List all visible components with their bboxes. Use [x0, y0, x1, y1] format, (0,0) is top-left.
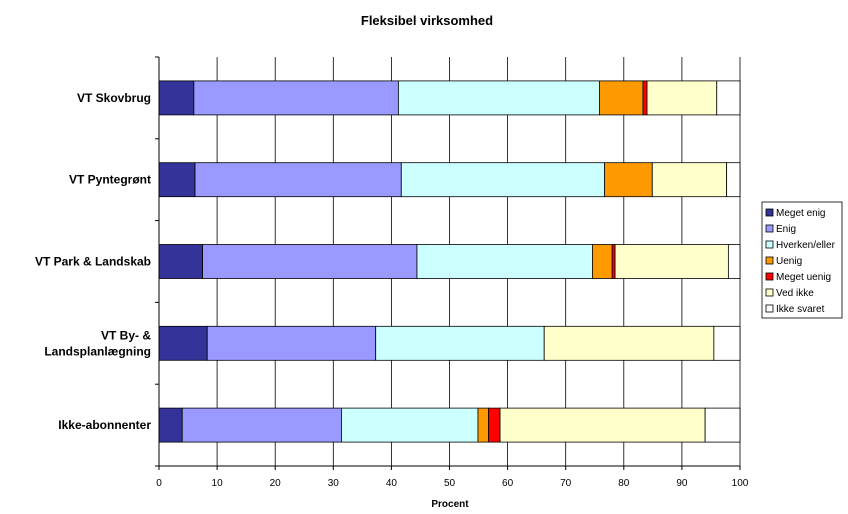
bar-1-series-1 [194, 162, 402, 198]
x-tick-label-30: 30 [328, 478, 340, 489]
legend-label-0: Meget enig [776, 208, 825, 219]
category-label-3-line-1: Landsplanlægning [44, 344, 151, 358]
bar-1-series-6 [726, 162, 741, 198]
bar-2-series-1 [202, 244, 418, 279]
legend-swatch-3 [765, 256, 774, 265]
bar-4-series-3 [477, 407, 489, 443]
bar-1-series-3 [604, 162, 653, 198]
bar-0-series-3 [598, 80, 644, 116]
legend-swatch-2 [765, 240, 774, 249]
x-axis-title: Procent [431, 499, 469, 509]
legend-swatch-0 [765, 208, 774, 217]
x-tick-label-60: 60 [502, 478, 514, 489]
bar-0-series-1 [193, 80, 399, 116]
chart-title: Fleksibel virksomhed [361, 13, 493, 28]
bar-0-series-0 [158, 80, 195, 116]
bar-0-series-6 [716, 80, 741, 116]
legend-swatch-5 [765, 288, 774, 297]
bar-4-series-4 [488, 407, 501, 443]
bar-4-series-1 [181, 407, 342, 443]
x-tick-label-90: 90 [676, 478, 688, 489]
bar-2-series-0 [158, 244, 203, 279]
bar-4-series-2 [341, 407, 479, 443]
bar-0-series-4 [642, 80, 648, 116]
legend-label-3: Uenig [776, 256, 802, 267]
x-tick-label-100: 100 [732, 478, 749, 489]
bar-0-series-2 [397, 80, 600, 116]
legend-box [761, 201, 843, 319]
category-label-3-line-0: VT By- & [101, 328, 151, 342]
bar-2-series-6 [727, 244, 741, 279]
bar-1-series-2 [400, 162, 606, 198]
x-tick-label-80: 80 [618, 478, 630, 489]
category-label-2: VT Park & Landskab [35, 255, 151, 269]
legend-swatch-1 [765, 224, 774, 233]
bar-3-series-6 [713, 325, 741, 361]
legend-label-2: Hverken/eller [776, 240, 836, 251]
legend-label-4: Meget uenig [776, 272, 831, 283]
category-label-4: Ikke-abonnenter [58, 418, 151, 432]
bar-3-series-0 [158, 325, 208, 361]
x-tick-label-40: 40 [386, 478, 398, 489]
legend-swatch-6 [765, 304, 774, 313]
category-label-1: VT Pyntegrønt [69, 173, 151, 187]
bar-2-series-4 [611, 244, 616, 279]
bar-4-series-5 [499, 407, 706, 443]
legend-label-5: Ved ikke [776, 288, 814, 299]
legend-label-6: Ikke svaret [776, 304, 825, 315]
bar-2-series-3 [592, 244, 613, 279]
legend-label-1: Enig [776, 224, 796, 235]
x-tick-label-20: 20 [270, 478, 282, 489]
bar-4-series-6 [704, 407, 741, 443]
bar-1-series-0 [158, 162, 196, 198]
bar-0-series-5 [646, 80, 718, 116]
x-tick-label-70: 70 [560, 478, 572, 489]
bar-3-series-5 [543, 325, 715, 361]
category-label-0: VT Skovbrug [77, 91, 151, 105]
x-tick-label-0: 0 [156, 478, 162, 489]
bar-1-series-5 [651, 162, 728, 198]
x-tick-label-10: 10 [212, 478, 224, 489]
bar-3-series-1 [206, 325, 377, 361]
legend-swatch-4 [765, 272, 774, 281]
bar-2-series-2 [416, 244, 593, 279]
bar-3-series-2 [375, 325, 545, 361]
x-tick-label-50: 50 [444, 478, 456, 489]
bar-4-series-0 [158, 407, 183, 443]
bar-2-series-5 [614, 244, 729, 279]
